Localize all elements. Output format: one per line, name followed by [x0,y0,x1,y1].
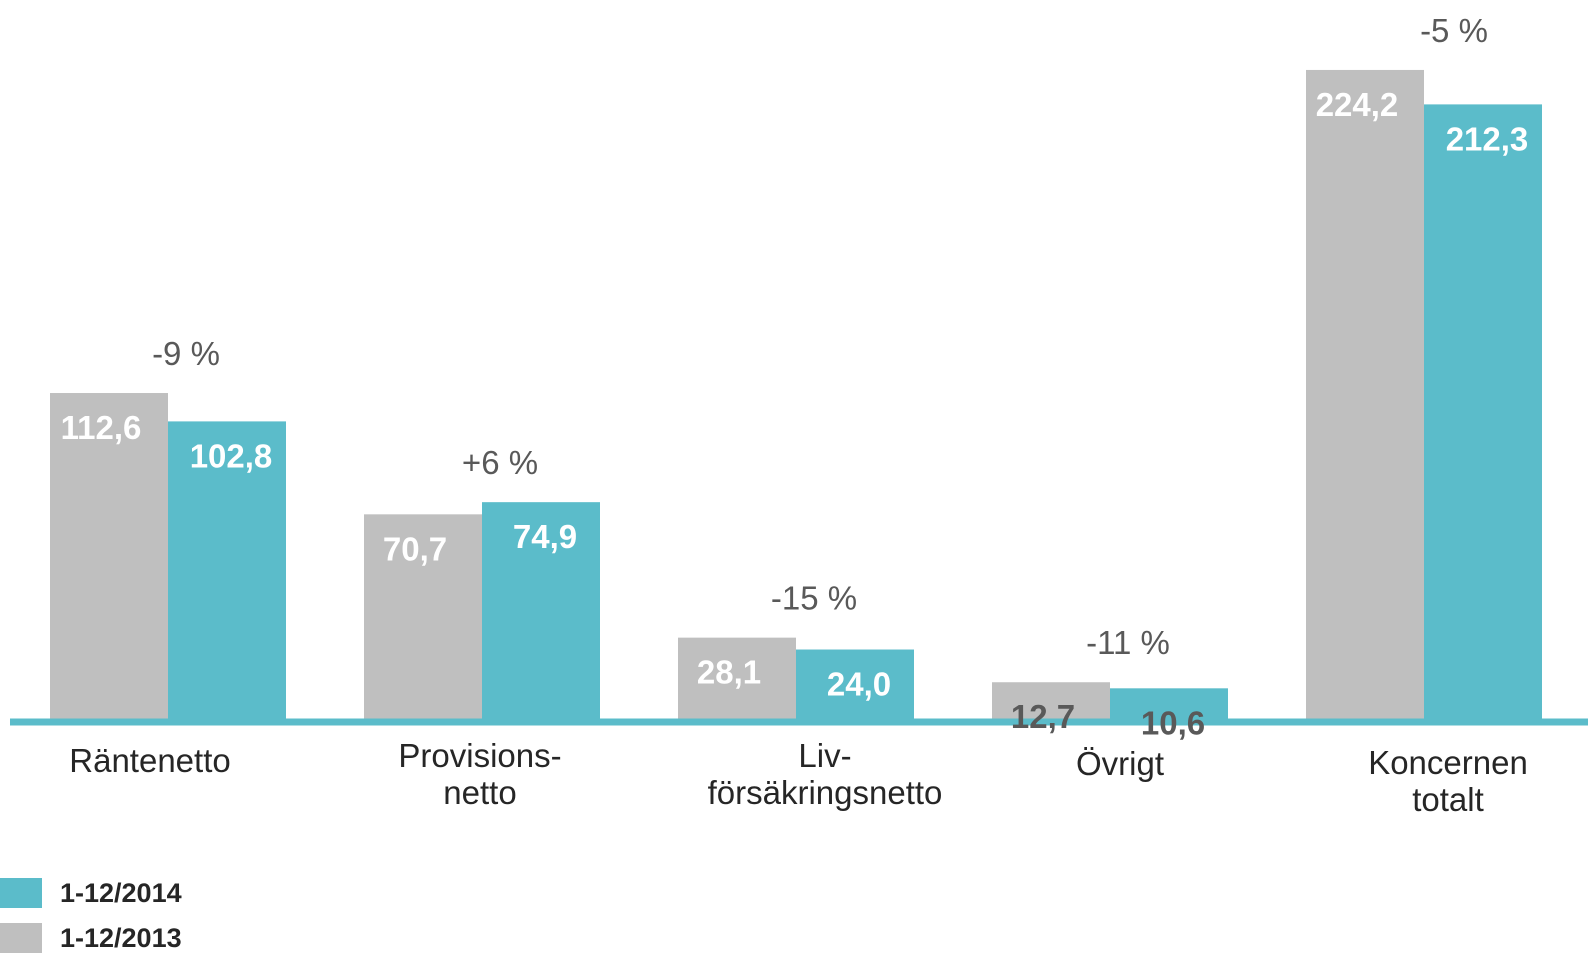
legend-swatch-2013 [0,923,42,953]
bar-rantenetto-2014 [168,421,286,721]
bar-provisionsnetto-2013 [364,514,482,721]
value-label-livforsakringsnetto-2013: 28,1 [697,654,761,691]
bar-livforsakringsnetto-2013 [678,637,796,721]
value-label-rantenetto-2014: 102,8 [190,437,273,474]
category-label-line: försäkringsnetto [708,774,943,811]
legend: 1-12/2014 1-12/2013 [0,875,182,965]
legend-label-2014: 1-12/2014 [60,877,182,908]
category-label-koncernen-totalt: Koncernen totalt [1368,744,1528,818]
legend-item-2013: 1-12/2013 [0,920,182,956]
bar-rantenetto-2013 [50,393,168,721]
change-label-rantenetto: -9 % [152,335,220,372]
category-label-provisionsnetto: Provisions-netto [398,737,561,811]
value-label-provisionsnetto-2014: 74,9 [513,518,577,555]
value-label-koncernen-totalt-2013: 224,2 [1316,86,1399,123]
bar-livforsakringsnetto-2014 [796,649,914,721]
legend-swatch-2014 [0,878,42,908]
change-label-ovrigt: -11 % [1086,624,1170,661]
category-label-line: Liv- [798,737,851,774]
value-label-livforsakringsnetto-2014: 24,0 [827,666,891,703]
category-label-ovrigt: Övrigt [1076,745,1164,782]
category-label-livforsakringsnetto: Liv-försäkringsnetto [708,737,943,811]
bars-group [50,69,1542,722]
category-label-line: Provisions- [398,737,561,774]
legend-item-2014: 1-12/2014 [0,875,182,911]
category-label-line: totalt [1412,781,1484,818]
legend-label-2013: 1-12/2013 [60,922,182,953]
category-label-line: Koncernen [1368,744,1528,781]
bar-koncernen-totalt-2014 [1424,104,1542,722]
bar-ovrigt-2014 [1110,688,1228,721]
bar-koncernen-totalt-2013 [1306,69,1424,722]
value-label-ovrigt-2013: 12,7 [1011,698,1075,735]
change-label-koncernen-totalt: -5 % [1420,12,1488,49]
category-label-line: Räntenetto [69,742,230,779]
category-label-rantenetto: Räntenetto [69,742,230,779]
change-label-provisionsnetto: +6 % [462,444,538,481]
bar-provisionsnetto-2014 [482,502,600,721]
value-label-koncernen-totalt-2014: 212,3 [1446,120,1529,157]
value-label-ovrigt-2014: 10,6 [1141,704,1205,741]
value-label-provisionsnetto-2013: 70,7 [383,530,447,567]
value-label-rantenetto-2013: 112,6 [61,409,142,446]
labels-group: 112,6 102,8 -9 % Räntenetto 70,7 74,9 +6 % Prov… [61,12,1529,818]
bar-ovrigt-2013 [992,682,1110,721]
category-label-line: Övrigt [1076,745,1164,782]
change-label-livforsakringsnetto: -15 % [771,580,857,617]
category-label-line: netto [443,774,516,811]
